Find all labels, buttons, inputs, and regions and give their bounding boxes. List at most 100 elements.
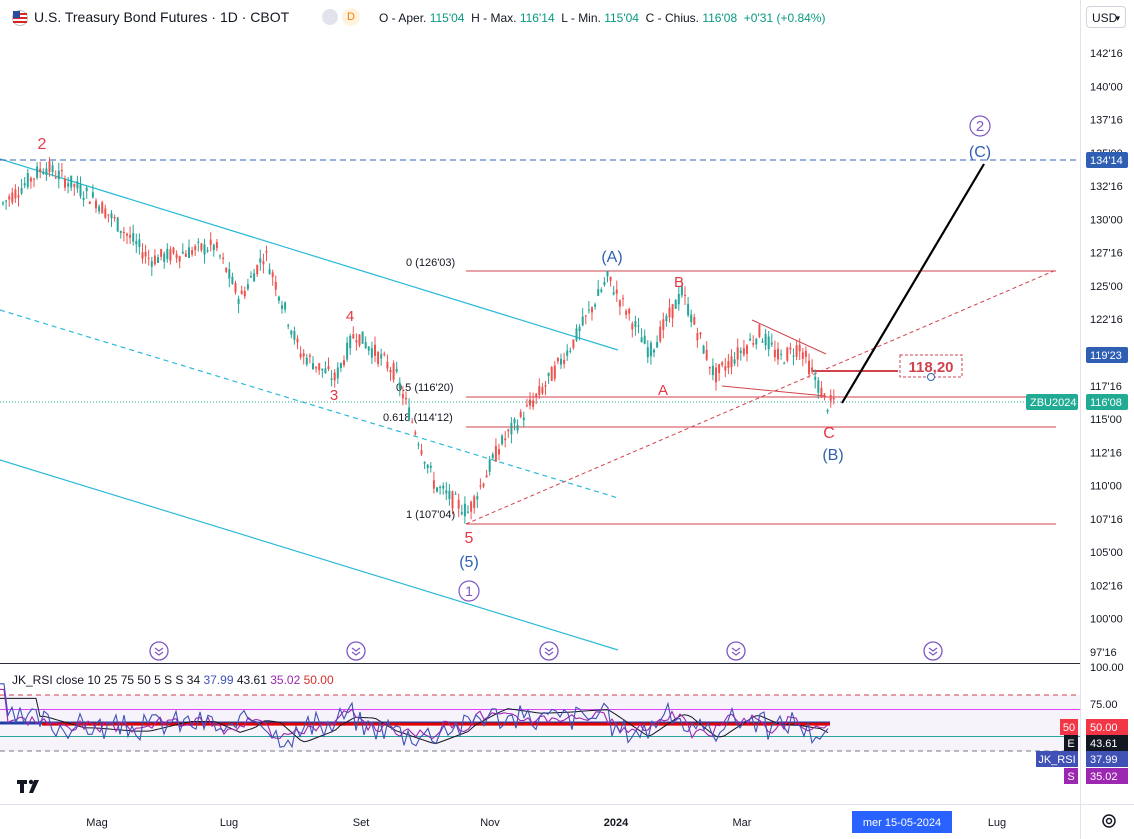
time-axis: Mag Lug Set Nov 2024 Mar Lug mer 15-05-2024 xyxy=(86,811,1006,833)
candle-body xyxy=(343,360,345,366)
rsi-badge-tag xyxy=(1064,768,1078,784)
open-value: 115'04 xyxy=(429,11,465,25)
candle-body xyxy=(801,352,804,359)
candle-body xyxy=(746,345,748,354)
fib-label: 1 (107'04) xyxy=(406,509,455,521)
candle-body xyxy=(98,206,101,212)
candle-body xyxy=(684,294,686,297)
fib-label: 0.5 (116'20) xyxy=(396,382,454,394)
time-tick-label: Lug xyxy=(220,817,238,829)
candle-body xyxy=(516,424,519,431)
event-marker-icon[interactable] xyxy=(346,641,366,661)
chevron-down-icon: ▾ xyxy=(1115,13,1120,23)
candle-body xyxy=(274,281,277,290)
delay-badge[interactable]: D xyxy=(342,8,360,26)
candle-body xyxy=(203,244,206,255)
candle-body xyxy=(488,459,491,472)
candle-body xyxy=(820,387,823,398)
time-highlight-label: mer 15-05-2024 xyxy=(863,817,941,829)
candle-body xyxy=(442,485,445,489)
us-flag-icon xyxy=(12,10,28,26)
wave-label: (C) xyxy=(969,144,991,161)
candle-body xyxy=(535,393,538,397)
candle-body xyxy=(696,333,699,341)
candle-body xyxy=(191,250,194,255)
replay-markers xyxy=(149,641,943,661)
symbol-title[interactable]: U.S. Treasury Bond Futures · 1D · CBOT xyxy=(34,9,290,25)
rsi-value: 37.99 xyxy=(203,673,234,687)
candle-body xyxy=(398,382,401,389)
candle-body xyxy=(144,251,147,257)
candle-body xyxy=(318,363,321,371)
time-highlight-box xyxy=(852,811,952,833)
candle-body xyxy=(656,341,659,348)
candle-body xyxy=(625,310,628,315)
candle-body xyxy=(436,487,438,492)
candle-body xyxy=(268,269,271,275)
candle-body xyxy=(569,350,572,352)
price-tick-label: 110'00 xyxy=(1090,481,1122,493)
event-marker-icon[interactable] xyxy=(923,641,943,661)
candle-body xyxy=(432,480,435,489)
channel-mid-line xyxy=(0,309,619,499)
candle-body xyxy=(584,315,587,317)
event-marker-icon[interactable] xyxy=(539,641,559,661)
candle-body xyxy=(141,252,144,259)
rsi-axis-tick: 75.00 xyxy=(1090,699,1118,711)
rsi-badge-tag-label: 50 xyxy=(1063,722,1075,734)
candle-body xyxy=(172,247,175,254)
price-badge xyxy=(1086,347,1128,363)
candle-body xyxy=(85,187,88,192)
candle-body xyxy=(560,358,562,365)
candle-body xyxy=(476,496,479,500)
price-tick-label: 122'16 xyxy=(1090,314,1123,326)
candle-body xyxy=(116,217,119,232)
candle-body xyxy=(67,183,70,187)
candle-body xyxy=(178,256,181,262)
candle-body xyxy=(333,372,336,381)
candle-body xyxy=(600,289,603,292)
candle-body xyxy=(308,355,311,357)
candle-body xyxy=(153,255,156,265)
candle-body xyxy=(482,483,485,487)
candle-body xyxy=(786,347,789,361)
rsi-legend[interactable]: JK_RSI close 10 25 75 50 5 S S 34 37.99 … xyxy=(12,673,334,687)
candle-body xyxy=(395,368,398,372)
candle-body xyxy=(163,253,166,262)
candle-body xyxy=(107,214,110,216)
wave-label: (B) xyxy=(822,447,843,464)
candle-body xyxy=(256,265,259,275)
price-tick-label: 140'00 xyxy=(1090,81,1123,93)
candle-body xyxy=(770,342,773,345)
rsi-badge-value xyxy=(1086,751,1128,767)
rsi-badge-value xyxy=(1086,719,1128,735)
gear-icon[interactable] xyxy=(1100,812,1118,830)
rsi-mid-value: 50.00 xyxy=(303,673,334,687)
candle-body xyxy=(758,324,761,337)
candle-body xyxy=(197,241,200,243)
candle-body xyxy=(733,359,736,364)
candle-body xyxy=(612,292,615,295)
wedge-upper-line xyxy=(751,319,827,355)
candle-body xyxy=(470,501,473,512)
candle-body xyxy=(575,328,578,341)
rsi-badge-tag-label: S xyxy=(1067,771,1074,783)
candle-body xyxy=(804,350,807,357)
candle-body xyxy=(386,361,389,369)
candle-body xyxy=(507,429,510,432)
event-marker-icon[interactable] xyxy=(149,641,169,661)
wave-label: 2 xyxy=(976,118,984,135)
candle-body xyxy=(587,309,590,311)
market-status-icon[interactable] xyxy=(322,9,338,25)
event-marker-icon[interactable] xyxy=(726,641,746,661)
candle-body xyxy=(110,213,113,219)
candle-body xyxy=(715,367,717,383)
candle-body xyxy=(91,192,94,198)
currency-select[interactable]: USD ▾ xyxy=(1086,6,1126,28)
candle-body xyxy=(126,233,128,236)
wave-projection xyxy=(841,163,985,404)
candle-body xyxy=(175,254,178,259)
candle-body xyxy=(157,257,159,263)
candle-body xyxy=(119,230,122,233)
